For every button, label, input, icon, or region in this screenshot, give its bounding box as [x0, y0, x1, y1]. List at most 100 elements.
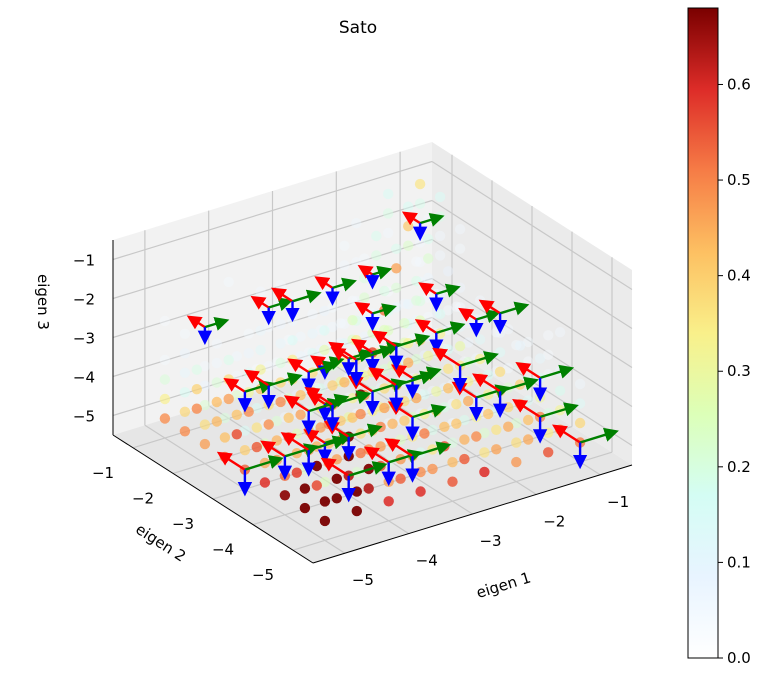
arrow-eigen2: [579, 427, 619, 444]
arrow-eigen1: [357, 264, 374, 279]
scatter-point: [479, 427, 490, 439]
scatter-point: [223, 393, 234, 405]
scatter-point: [494, 366, 506, 377]
scatter-point: [351, 257, 362, 268]
z-tick-label: −2: [73, 291, 95, 309]
scatter-point: [423, 350, 434, 362]
scatter-point: [179, 328, 191, 339]
scatter-point: [463, 337, 474, 348]
scatter-point: [347, 315, 358, 326]
scatter-point: [239, 425, 251, 436]
scatter-point: [159, 413, 171, 424]
scatter-point: [423, 253, 434, 264]
arrow-eigen1: [512, 398, 541, 418]
scatter-point: [403, 201, 414, 212]
arrow-eigen2: [372, 265, 393, 280]
scatter-point: [463, 376, 474, 387]
scatter-point: [399, 318, 410, 329]
scatter-point: [474, 334, 486, 345]
scatter-point: [391, 243, 402, 254]
scatter-point: [307, 308, 318, 320]
scatter-point: [211, 377, 222, 388]
scatter-point: [411, 353, 422, 365]
scatter-point: [335, 415, 346, 426]
scatter-point: [271, 415, 282, 427]
tick-labels: −5 −4 −3 −2 −1 −1 −2 −3 −4 −5 −1 −2 −3 −4 −5: [73, 252, 629, 590]
scatter-point: [423, 272, 434, 284]
scatter-point: [379, 402, 390, 414]
y-tick-label: −2: [132, 489, 154, 507]
scatter-point: [263, 360, 274, 372]
scatter-point: [311, 460, 322, 472]
colorbar-tick-label: 0.4: [727, 267, 751, 285]
axes-lines: [112, 240, 633, 564]
scatter-point: [434, 230, 446, 242]
scatter-point: [339, 240, 350, 251]
x-axis-label: eigen 1: [474, 568, 533, 602]
arrow-eigen1: [368, 367, 397, 387]
scatter-point: [359, 253, 370, 264]
scatter-point: [339, 318, 350, 329]
scatter-point: [554, 327, 566, 338]
x-tick-label: −5: [352, 571, 374, 589]
scatter-point: [319, 496, 331, 507]
scatter-point: [191, 403, 202, 414]
scatter-point: [311, 480, 322, 491]
arrow-eigen1: [314, 276, 334, 291]
scatter-point: [471, 431, 482, 442]
scatter-point: [371, 250, 382, 261]
colorbar-tick-label: 0.2: [727, 458, 751, 476]
arrow-eigen1: [304, 386, 334, 406]
arrow-eigen2: [435, 321, 466, 336]
scatter-point: [339, 260, 350, 271]
arrow-eigen1: [552, 424, 581, 444]
scatter-point: [331, 473, 342, 484]
scatter-point: [231, 429, 242, 440]
scatter-point: [307, 328, 318, 339]
arrow-eigen2: [292, 289, 322, 304]
scatter-point: [459, 414, 470, 426]
x-tick-label: −4: [416, 552, 438, 570]
y-tick-label: −4: [212, 541, 234, 559]
scatter-point: [319, 344, 330, 356]
x-tick-label: −2: [543, 512, 565, 530]
scatter-point: [291, 467, 302, 478]
colorbar: 0.0 0.1 0.2 0.3 0.4 0.5 0.6: [687, 7, 751, 667]
grid-line: [112, 199, 433, 300]
scatter-point: [383, 227, 394, 239]
scatter-point: [543, 447, 554, 458]
scatter-point: [275, 279, 286, 291]
arrow-eigen2: [268, 297, 294, 312]
scatter-point: [275, 338, 286, 349]
scatter-point: [503, 421, 514, 432]
scatter-point: [511, 437, 522, 448]
arrow-eigen1: [354, 301, 374, 316]
scatter-point: [159, 393, 171, 405]
scatter-point: [319, 305, 330, 317]
scatter-point: [463, 395, 474, 407]
scatter-point: [371, 230, 382, 242]
scatter-point: [454, 341, 466, 352]
arrow-eigen2: [244, 380, 275, 394]
scatter-point: [543, 330, 554, 341]
arrow-eigen2: [459, 351, 499, 367]
scatter-point: [231, 351, 242, 362]
scatter-point: [523, 414, 534, 426]
scatter-point: [543, 427, 554, 438]
scatter-point: [479, 447, 490, 458]
scatter-point: [514, 340, 526, 351]
chart-title: Sato: [339, 18, 377, 38]
scatter-point: [391, 263, 402, 274]
scatter-point: [315, 324, 326, 336]
arrow-eigen1: [401, 211, 421, 226]
arrow-eigen1: [384, 438, 414, 458]
colorbar-tick-label: 0.6: [727, 75, 751, 93]
arrow-eigen1: [418, 282, 437, 297]
arrow-eigen1: [186, 315, 206, 330]
arrow-eigen2: [332, 277, 357, 292]
scatter-point: [179, 387, 191, 398]
scatter-point: [534, 353, 546, 364]
eigen-arrows: [186, 211, 619, 503]
z-tick-label: −3: [73, 330, 95, 348]
scatter-point: [339, 377, 350, 388]
